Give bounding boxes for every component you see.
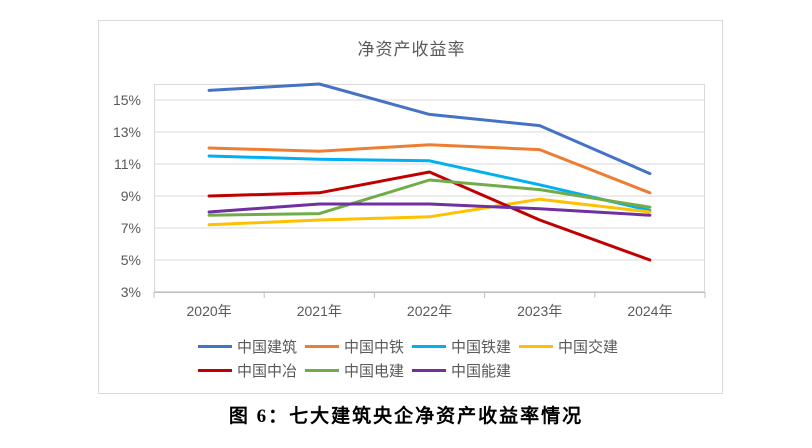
y-axis-label: 9% — [120, 188, 141, 204]
y-axis-label: 7% — [120, 220, 141, 236]
legend-label: 中国中冶 — [237, 362, 298, 380]
y-axis-label: 3% — [120, 284, 141, 300]
y-axis-label: 15% — [112, 92, 141, 108]
plot-border — [154, 84, 705, 292]
legend-line-swatch — [305, 344, 339, 348]
x-axis-label: 2024年 — [627, 303, 673, 319]
series-line — [207, 82, 652, 176]
legend-item: 中国铁建 — [412, 335, 519, 357]
legend-label: 中国交建 — [558, 338, 619, 356]
legend-line-swatch — [412, 368, 446, 372]
chart-frame: 净资产收益率 15% 13% 11% 9% 7% 5% 3% 2020年 2021年 2022年… — [98, 20, 723, 394]
y-axis-label: 5% — [120, 252, 141, 268]
series-line — [207, 197, 652, 227]
legend: 中国建筑 中国中铁 中国铁建 中国交建中国中冶 中国电建 中国能建 — [198, 335, 626, 381]
legend-line-swatch — [519, 344, 553, 348]
legend-line-swatch — [198, 368, 232, 372]
x-axis-label: 2020年 — [186, 303, 232, 319]
x-axis-label: 2023年 — [517, 303, 563, 319]
legend-item: 中国中铁 — [305, 335, 412, 357]
line-chart-plot — [153, 82, 706, 298]
legend-item: 中国电建 — [305, 359, 412, 381]
y-axis-label: 11% — [114, 156, 141, 172]
series-line — [207, 178, 652, 217]
figure-caption: 图 6：七大建筑央企净资产收益率情况 — [228, 406, 584, 427]
series-line — [207, 170, 652, 262]
legend-label: 中国建筑 — [237, 338, 298, 356]
legend-label: 中国能建 — [451, 362, 512, 380]
y-axis-label: 13% — [112, 124, 141, 140]
legend-label: 中国电建 — [344, 362, 405, 380]
legend-label: 中国中铁 — [344, 338, 405, 356]
legend-item: 中国建筑 — [198, 335, 305, 357]
chart-title: 净资产收益率 — [357, 40, 466, 59]
series-line — [207, 202, 652, 217]
x-axis-label: 2021年 — [296, 303, 342, 319]
series-line — [207, 154, 652, 212]
legend-line-swatch — [412, 344, 446, 348]
x-axis-label: 2022年 — [406, 303, 453, 319]
legend-item: 中国中冶 — [198, 359, 305, 381]
legend-line-swatch — [305, 368, 339, 372]
legend-item: 中国能建 — [412, 359, 519, 381]
series-line — [207, 143, 652, 195]
legend-item: 中国交建 — [519, 335, 626, 357]
legend-label: 中国铁建 — [451, 338, 512, 356]
legend-line-swatch — [198, 344, 232, 348]
